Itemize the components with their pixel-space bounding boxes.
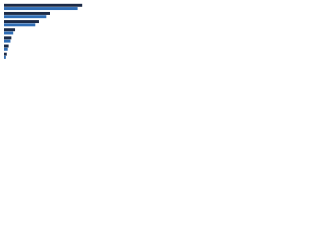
bar (4, 7, 78, 11)
chart (0, 0, 100, 71)
bar (4, 11, 50, 15)
bar (4, 36, 12, 40)
bar (4, 52, 7, 56)
bar (4, 28, 16, 32)
bar (4, 31, 14, 35)
bar (4, 20, 39, 24)
bar (4, 3, 83, 7)
bar (4, 15, 47, 19)
bar (4, 44, 9, 48)
bar (4, 23, 36, 27)
bar (4, 39, 11, 43)
bar (4, 55, 6, 59)
bar (4, 47, 8, 51)
background (0, 0, 100, 71)
